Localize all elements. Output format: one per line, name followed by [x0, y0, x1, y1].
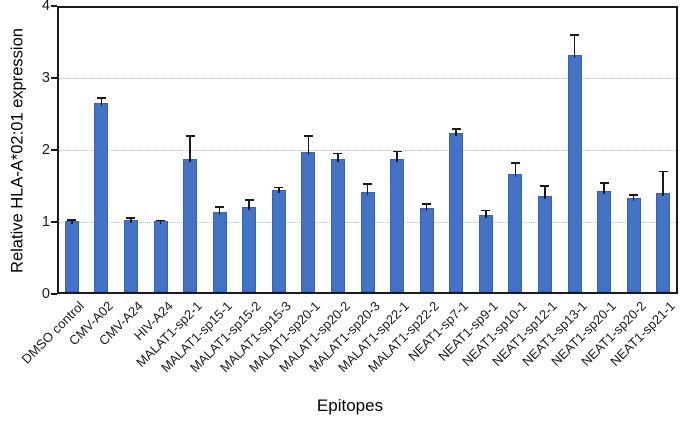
error-bar-cap: [215, 205, 225, 208]
error-bar-cap: [570, 33, 579, 36]
bar: [537, 196, 552, 292]
bar: [242, 206, 257, 292]
bar: [656, 193, 671, 292]
y-tick-label: 2: [41, 142, 50, 158]
bar: [508, 173, 523, 292]
y-tick-label: 3: [41, 70, 50, 86]
bar: [567, 54, 582, 292]
bar: [183, 158, 198, 292]
bar: [330, 159, 345, 292]
bar: [449, 133, 464, 292]
error-bar: [632, 195, 635, 201]
error-bar: [603, 183, 605, 195]
error-bar: [662, 171, 664, 197]
error-bar-cap: [67, 218, 77, 221]
error-bar: [484, 210, 487, 218]
error-bar: [100, 98, 103, 107]
y-tick-label: 1: [41, 214, 50, 230]
y-tick-label: 0: [41, 286, 50, 302]
error-bar-cap: [156, 219, 165, 222]
error-bar: [396, 151, 398, 162]
gridline: [59, 150, 676, 151]
error-bar: [455, 129, 457, 137]
error-bar-cap: [185, 135, 195, 138]
bar: [271, 189, 286, 292]
error-bar: [425, 204, 428, 212]
y-tick-label: 4: [41, 0, 50, 14]
error-bar: [366, 183, 369, 196]
x-axis-title: Epitopes: [316, 396, 384, 415]
bar: [626, 197, 641, 292]
error-bar-cap: [422, 203, 432, 205]
error-bar-cap: [363, 182, 372, 185]
bar: [478, 214, 493, 292]
error-bar-cap: [333, 152, 343, 155]
y-axis-tick: [51, 149, 57, 151]
error-bar-cap: [274, 186, 284, 189]
y-axis-title: Relative HLA-A*02:01 expression: [8, 28, 27, 273]
bar: [94, 103, 109, 292]
y-axis-tick: [51, 293, 57, 295]
bar: [419, 208, 434, 292]
error-bar-cap: [510, 162, 520, 164]
error-bar: [248, 199, 250, 210]
error-bar: [514, 162, 517, 177]
error-bar-cap: [392, 150, 402, 153]
y-axis-tick: [51, 5, 57, 7]
error-bar: [307, 136, 310, 156]
error-bar: [70, 219, 73, 225]
error-bar-cap: [540, 185, 550, 187]
error-bar: [337, 153, 339, 163]
error-bar-cap: [629, 194, 639, 197]
error-bar-cap: [599, 182, 609, 185]
error-bar-cap: [451, 128, 461, 131]
error-bar-cap: [658, 170, 668, 173]
bar: [212, 211, 227, 292]
error-bar: [573, 34, 576, 58]
bar: [123, 219, 138, 292]
error-bar-cap: [244, 198, 254, 201]
error-bar-cap: [126, 216, 136, 219]
error-bar-cap: [96, 97, 106, 100]
bar: [153, 221, 168, 292]
bar: [360, 192, 375, 292]
bar: [301, 152, 316, 292]
error-bar: [159, 220, 162, 225]
error-bar-cap: [481, 209, 491, 212]
error-bar: [189, 136, 191, 162]
error-bar: [218, 206, 221, 215]
y-axis-tick: [51, 77, 57, 79]
error-bar: [130, 217, 132, 223]
error-bar: [544, 186, 546, 200]
error-bar: [277, 187, 280, 193]
gridline: [59, 78, 676, 79]
y-axis-tick: [51, 221, 57, 223]
bar: [390, 158, 405, 292]
error-bar-cap: [303, 135, 313, 138]
bar: [597, 191, 612, 292]
bar: [64, 221, 79, 292]
